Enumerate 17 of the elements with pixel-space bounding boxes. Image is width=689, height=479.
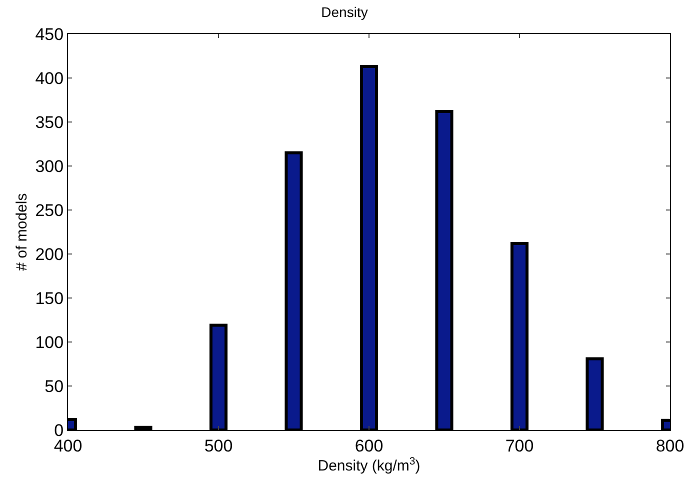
y-tick-label: 200 xyxy=(35,244,64,264)
chart-title: Density xyxy=(321,4,368,20)
y-tick-label: 150 xyxy=(35,288,64,308)
y-tick-label: 350 xyxy=(35,112,64,132)
y-tick-label: 50 xyxy=(44,376,64,396)
y-tick-label: 400 xyxy=(35,68,64,88)
y-axis-title: # of models xyxy=(13,193,30,271)
x-tick-label: 700 xyxy=(505,436,534,456)
y-tick-label: 0 xyxy=(54,420,64,440)
y-tick-label: 100 xyxy=(35,332,64,352)
x-tick-label: 600 xyxy=(354,436,384,456)
y-tick-label: 300 xyxy=(35,156,64,176)
y-tick-label: 450 xyxy=(35,24,64,44)
x-axis-title: Density (kg/m$^{3}$) xyxy=(318,455,420,475)
y-tick-label: 250 xyxy=(35,200,64,220)
x-tick-label: 500 xyxy=(204,436,233,456)
x-tick-label: 800 xyxy=(656,436,684,456)
